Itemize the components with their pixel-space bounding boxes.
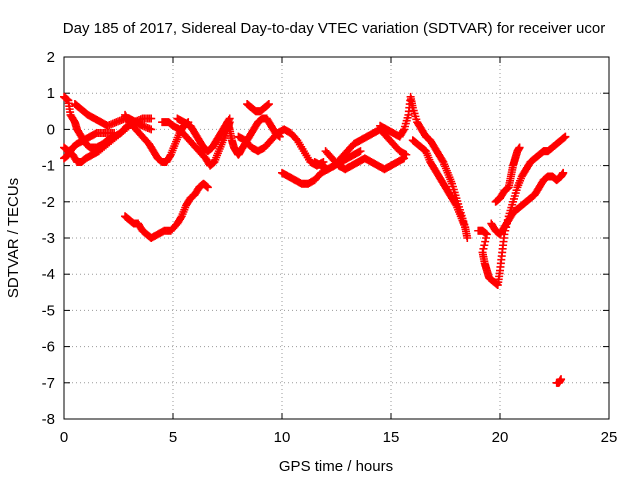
data-point — [147, 125, 156, 134]
series-arc-16 — [408, 136, 470, 232]
grid-lines — [64, 57, 609, 419]
x-tick-label: 20 — [492, 429, 509, 446]
y-tick-label: -2 — [42, 194, 55, 211]
data-points — [60, 92, 570, 387]
data-point — [400, 154, 409, 163]
series-arc-18 — [487, 168, 568, 239]
series-arc-3 — [70, 100, 156, 134]
y-tick-label: -8 — [42, 411, 55, 428]
axis-ticks: 0 5 10 15 20 25 -8 -7 -6 -5 -4 -3 -2 -1 0 1 2 — [42, 49, 618, 446]
data-point — [557, 375, 566, 384]
data-point — [203, 183, 212, 192]
y-axis-label: SDTVAR / TECUs — [5, 178, 22, 298]
data-point — [461, 223, 470, 232]
y-tick-label: -3 — [42, 230, 55, 247]
data-point — [482, 234, 491, 242]
x-tick-label: 15 — [383, 429, 400, 446]
data-point — [482, 230, 491, 239]
data-point — [463, 234, 472, 242]
data-point — [481, 237, 490, 246]
series-arc-4 — [60, 129, 119, 163]
data-point — [356, 147, 365, 156]
series-arc-9 — [223, 114, 284, 159]
series-arc-20 — [552, 375, 566, 387]
x-tick-label: 5 — [169, 429, 177, 446]
series-arc-10 — [243, 100, 273, 116]
y-tick-label: -6 — [42, 339, 55, 356]
data-point — [399, 126, 408, 135]
y-tick-label: -4 — [42, 266, 55, 283]
y-tick-label: -7 — [42, 375, 55, 392]
chart-title: Day 185 of 2017, Sidereal Day-to-day VTE… — [63, 20, 605, 37]
data-point — [110, 129, 119, 138]
x-tick-label: 0 — [60, 429, 68, 446]
y-tick-label: 1 — [47, 85, 55, 102]
data-point — [176, 213, 185, 222]
x-tick-label: 25 — [601, 429, 618, 446]
series-arc-6 — [121, 110, 193, 166]
series-arc-19 — [491, 143, 524, 206]
data-point — [480, 241, 489, 250]
data-point — [561, 132, 570, 141]
y-tick-label: 2 — [47, 49, 55, 66]
y-tick-label: -5 — [42, 302, 55, 319]
series-arc-13 — [310, 125, 411, 174]
x-tick-label: 10 — [274, 429, 291, 446]
data-point — [438, 156, 447, 165]
series-arc-5 — [121, 179, 212, 242]
y-tick-label: -1 — [42, 158, 55, 175]
data-point — [264, 100, 273, 109]
data-point — [451, 199, 460, 208]
data-point — [147, 114, 156, 123]
series-arc-8 — [173, 114, 234, 156]
data-point — [165, 152, 174, 161]
y-tick-label: 0 — [47, 121, 55, 138]
data-point — [559, 168, 568, 177]
x-axis-label: GPS time / hours — [279, 458, 393, 475]
series-arc-14 — [321, 147, 409, 174]
data-point — [515, 143, 524, 152]
